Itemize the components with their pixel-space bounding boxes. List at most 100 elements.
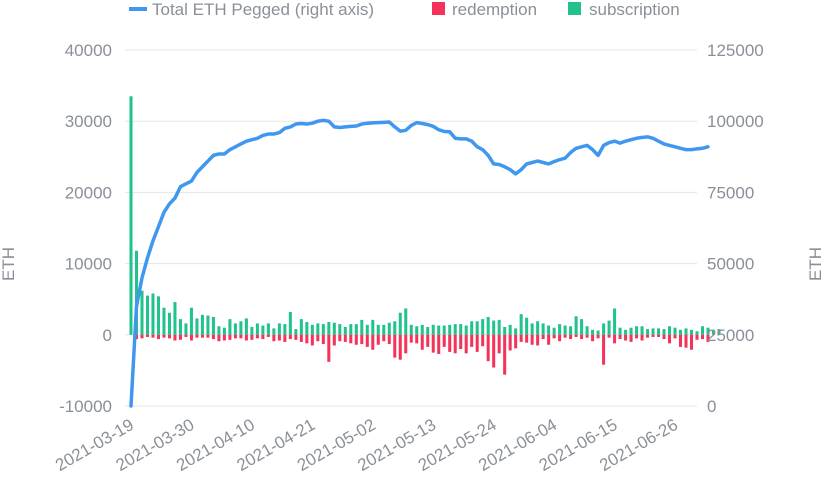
subscription-bar[interactable] (376, 324, 380, 335)
subscription-bar[interactable] (635, 326, 639, 335)
redemption-bar[interactable] (613, 334, 617, 344)
subscription-bar[interactable] (486, 317, 490, 335)
subscription-bar[interactable] (305, 321, 309, 335)
redemption-bar[interactable] (206, 334, 210, 338)
redemption-bar[interactable] (541, 334, 545, 340)
redemption-bar[interactable] (519, 334, 523, 342)
subscription-bar[interactable] (393, 321, 397, 335)
redemption-bar[interactable] (228, 334, 232, 340)
subscription-bar[interactable] (602, 323, 606, 335)
subscription-bar[interactable] (711, 329, 715, 335)
redemption-bar[interactable] (321, 334, 325, 345)
subscription-bar[interactable] (299, 319, 303, 335)
redemption-bar[interactable] (700, 334, 705, 340)
redemption-bar[interactable] (255, 334, 259, 339)
redemption-bar[interactable] (475, 334, 479, 352)
redemption-bar[interactable] (173, 334, 177, 341)
subscription-bar[interactable] (332, 322, 336, 335)
subscription-bar[interactable] (167, 312, 171, 335)
legend-label-total-eth[interactable]: Total ETH Pegged (right axis) (152, 0, 374, 19)
subscription-bar[interactable] (360, 319, 364, 335)
redemption-bar[interactable] (294, 334, 298, 340)
subscription-bar[interactable] (354, 324, 358, 335)
subscription-bar[interactable] (673, 327, 677, 335)
redemption-bar[interactable] (580, 334, 584, 340)
redemption-bar[interactable] (360, 334, 364, 345)
subscription-bar[interactable] (288, 312, 292, 335)
subscription-bar[interactable] (481, 319, 485, 335)
redemption-bar[interactable] (481, 334, 485, 347)
redemption-bar[interactable] (277, 334, 281, 341)
subscription-bar[interactable] (547, 325, 551, 335)
redemption-bar[interactable] (552, 334, 556, 339)
redemption-bar[interactable] (547, 334, 551, 345)
subscription-bar[interactable] (700, 326, 705, 335)
redemption-bar[interactable] (536, 334, 540, 346)
subscription-bar[interactable] (591, 329, 595, 335)
redemption-bar[interactable] (629, 334, 633, 342)
subscription-bar[interactable] (162, 307, 166, 335)
redemption-bar[interactable] (525, 334, 529, 343)
subscription-bar[interactable] (200, 314, 204, 335)
redemption-bar[interactable] (646, 334, 650, 338)
subscription-bar[interactable] (239, 321, 243, 335)
subscription-bar[interactable] (453, 324, 457, 335)
subscription-bar[interactable] (552, 327, 556, 335)
redemption-bar[interactable] (387, 334, 391, 345)
subscription-bar[interactable] (574, 316, 578, 335)
redemption-bar[interactable] (448, 334, 452, 352)
redemption-bar[interactable] (563, 334, 567, 338)
subscription-bar[interactable] (195, 318, 199, 335)
subscription-bar[interactable] (145, 295, 149, 335)
subscription-bar[interactable] (563, 325, 567, 335)
redemption-bar[interactable] (415, 334, 419, 344)
subscription-bar[interactable] (206, 315, 210, 335)
subscription-bar[interactable] (189, 307, 193, 335)
redemption-bar[interactable] (514, 334, 518, 349)
redemption-bar[interactable] (200, 334, 204, 338)
subscription-bar[interactable] (618, 327, 622, 335)
redemption-bar[interactable] (310, 334, 314, 346)
subscription-bar[interactable] (294, 329, 298, 335)
subscription-bar[interactable] (569, 326, 573, 335)
subscription-bar[interactable] (492, 320, 496, 335)
subscription-bar[interactable] (536, 321, 540, 335)
redemption-bar[interactable] (250, 334, 254, 340)
redemption-bar[interactable] (569, 334, 573, 340)
subscription-bar[interactable] (222, 327, 226, 335)
subscription-bar[interactable] (327, 321, 331, 335)
redemption-bar[interactable] (393, 334, 397, 358)
subscription-bar[interactable] (695, 331, 699, 335)
subscription-bar[interactable] (398, 312, 402, 335)
subscription-bar[interactable] (233, 323, 237, 335)
redemption-bar[interactable] (266, 334, 270, 337)
subscription-bar[interactable] (613, 308, 617, 335)
subscription-bar[interactable] (283, 324, 287, 335)
redemption-bar[interactable] (607, 334, 611, 338)
redemption-bar[interactable] (244, 334, 248, 341)
redemption-bar[interactable] (316, 334, 320, 342)
redemption-bar[interactable] (618, 334, 622, 340)
redemption-bar[interactable] (283, 334, 287, 342)
redemption-bar[interactable] (497, 334, 501, 354)
redemption-bar[interactable] (371, 334, 375, 350)
redemption-bar[interactable] (162, 334, 166, 338)
redemption-bar[interactable] (640, 334, 644, 341)
redemption-bar[interactable] (508, 334, 512, 351)
subscription-bar[interactable] (365, 324, 369, 335)
subscription-bar[interactable] (211, 317, 215, 335)
subscription-bar[interactable] (503, 326, 507, 335)
redemption-bar[interactable] (338, 334, 342, 342)
redemption-bar[interactable] (409, 334, 413, 343)
redemption-bar[interactable] (233, 334, 237, 339)
subscription-bar[interactable] (442, 325, 446, 335)
redemption-bar[interactable] (151, 334, 155, 338)
redemption-bar[interactable] (689, 334, 694, 350)
subscription-bar[interactable] (129, 96, 133, 335)
redemption-bar[interactable] (398, 334, 402, 360)
redemption-bar[interactable] (706, 334, 710, 342)
redemption-bar[interactable] (453, 334, 457, 354)
subscription-bar[interactable] (140, 290, 144, 335)
subscription-bar[interactable] (651, 328, 655, 335)
redemption-bar[interactable] (140, 334, 144, 339)
